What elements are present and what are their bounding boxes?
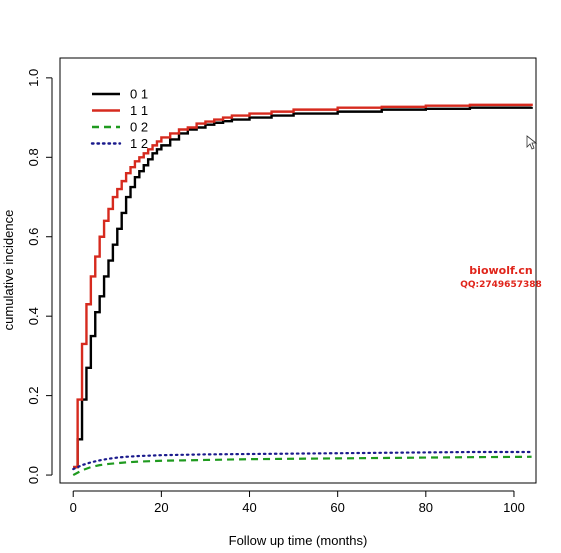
x-tick-label: 20 [154,500,168,515]
y-tick-label: 0.2 [26,387,41,405]
series-line-1 [73,106,533,469]
x-tick-label: 0 [70,500,77,515]
x-tick-label: 40 [242,500,256,515]
legend-label-4: 1 2 [130,136,148,151]
series-layer [72,103,533,477]
y-tick-label: 0.0 [26,466,41,484]
x-tick-label: 100 [503,500,525,515]
x-axis-title: Follow up time (months) [229,533,368,548]
y-axis: 0.0 0.2 0.4 0.6 0.8 1.0 [26,69,53,484]
y-tick-label: 1.0 [26,69,41,87]
legend-label-2: 1 1 [130,103,148,118]
watermark-subtitle: QQ:2749657388 [460,280,542,290]
series-line-4 [72,450,533,471]
legend: 0 11 1 0 21 2 [90,87,148,151]
plot-frame [59,57,537,484]
x-axis: 0 20 40 60 80 100 [70,490,525,515]
series-line-2 [73,103,533,469]
watermark-title: biowolf.cn [469,264,532,277]
y-axis-title: cumulative incidence [1,210,16,331]
mouse-cursor-icon [526,135,538,150]
y-tick-label: 0.4 [26,307,41,325]
y-tick-label: 0.6 [26,228,41,246]
x-tick-label: 60 [330,500,344,515]
legend-label-3: 0 2 [130,120,148,135]
y-tick-label: 0.8 [26,148,41,166]
series-line-3 [72,455,532,477]
x-tick-label: 80 [419,500,433,515]
legend-label-1: 0 1 [130,87,148,102]
